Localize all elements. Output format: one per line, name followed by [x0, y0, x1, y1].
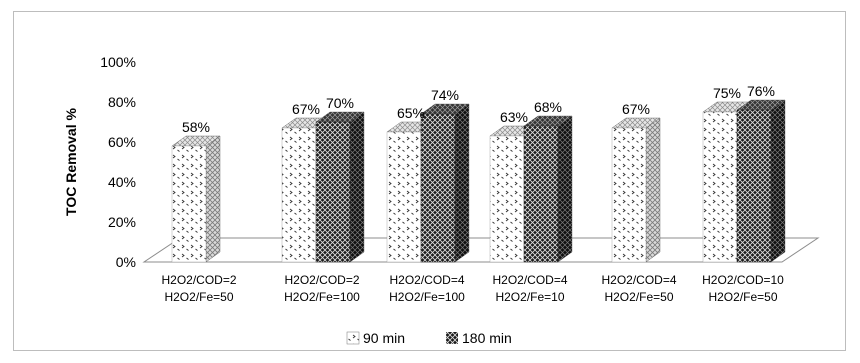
bar-180min: [315, 111, 365, 263]
x-ticks: H2O2/COD=2 H2O2/Fe=50 H2O2/COD=2 H2O2/Fe=10…: [161, 273, 784, 304]
data-label: 74%: [431, 87, 459, 103]
legend-label-90: 90 min: [363, 330, 405, 346]
data-label: 70%: [326, 95, 354, 111]
y-tick-label: 20%: [108, 214, 136, 230]
legend-label-180: 180 min: [462, 330, 512, 346]
y-ticks: 0% 20% 40% 60% 80% 100%: [100, 54, 136, 270]
x-tick-label: H2O2/COD=2 H2O2/Fe=50: [161, 273, 236, 304]
x-tick-label: H2O2/COD=4 H2O2/Fe=50: [601, 273, 676, 304]
y-tick-label: 60%: [108, 134, 136, 150]
y-axis-label: TOC Removal %: [63, 108, 79, 216]
legend-swatch-180: [446, 332, 458, 344]
y-tick-label: 80%: [108, 94, 136, 110]
bars: [171, 99, 786, 263]
data-label: 65%: [397, 105, 425, 121]
chart-floor: [142, 237, 820, 263]
bar-180min: [523, 115, 573, 263]
x-tick-label: H2O2/COD=4 H2O2/Fe=100: [389, 273, 465, 304]
bar-180min: [736, 99, 786, 263]
data-label: 75%: [713, 85, 741, 101]
data-label: 63%: [500, 109, 528, 125]
y-tick-label: 40%: [108, 174, 136, 190]
data-label: 68%: [534, 99, 562, 115]
x-tick-label: H2O2/COD=2 H2O2/Fe=100: [284, 273, 360, 304]
bar-90min: [171, 135, 221, 263]
data-label: 67%: [622, 101, 650, 117]
y-tick-label: 100%: [100, 54, 136, 70]
y-tick-label: 0%: [116, 254, 136, 270]
x-tick-label: H2O2/COD=4 H2O2/Fe=10: [492, 273, 567, 304]
data-labels: 58% 67% 70% 65% 74% 63% 68% 67% 75% 76%: [182, 83, 775, 135]
bar-180min: [420, 103, 470, 263]
data-label: 58%: [182, 119, 210, 135]
data-label: 76%: [747, 83, 775, 99]
legend: 90 min 180 min: [346, 330, 512, 346]
legend-swatch-90: [346, 331, 360, 345]
x-tick-label: H2O2/COD=10 H2O2/Fe=50: [702, 273, 784, 304]
bar-90min: [611, 117, 661, 263]
data-label: 67%: [292, 101, 320, 117]
